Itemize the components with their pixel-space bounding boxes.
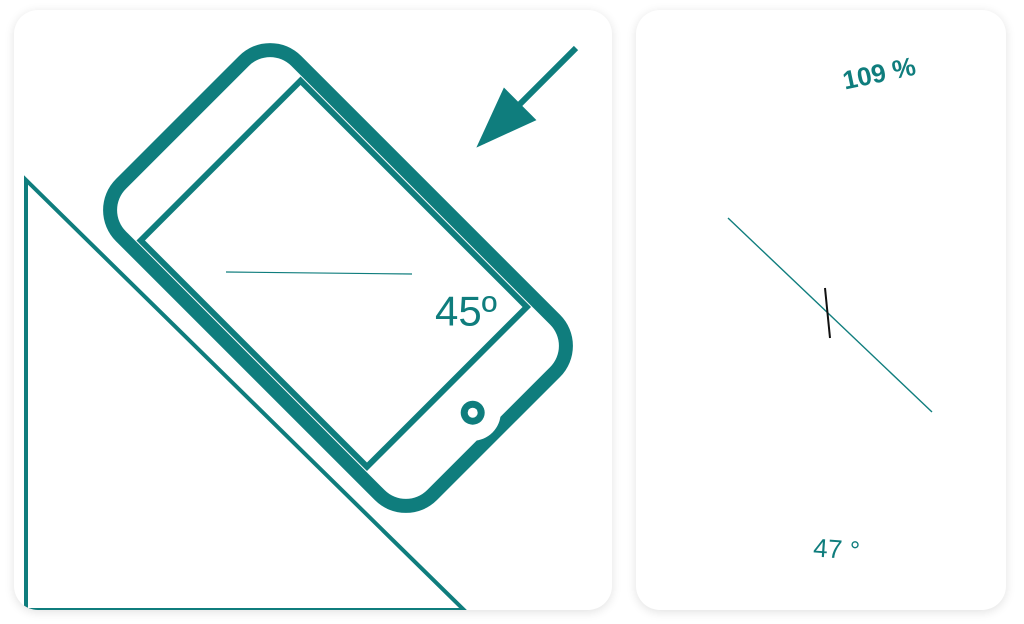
arrow-icon [476, 48, 576, 148]
phone-incline-illustration: 45º [14, 10, 612, 610]
inclinometer-reading-card: 109 % 47 ° [636, 10, 1006, 610]
phone-angle-label: 45º [435, 287, 497, 334]
illustration-card-phone-incline: 45º [14, 10, 612, 610]
center-tick [825, 288, 830, 338]
inclinometer-reading: 109 % 47 ° [636, 10, 1006, 610]
percent-label: 109 % [840, 51, 918, 96]
slope-line [728, 218, 932, 412]
degree-label: 47 ° [812, 532, 861, 565]
